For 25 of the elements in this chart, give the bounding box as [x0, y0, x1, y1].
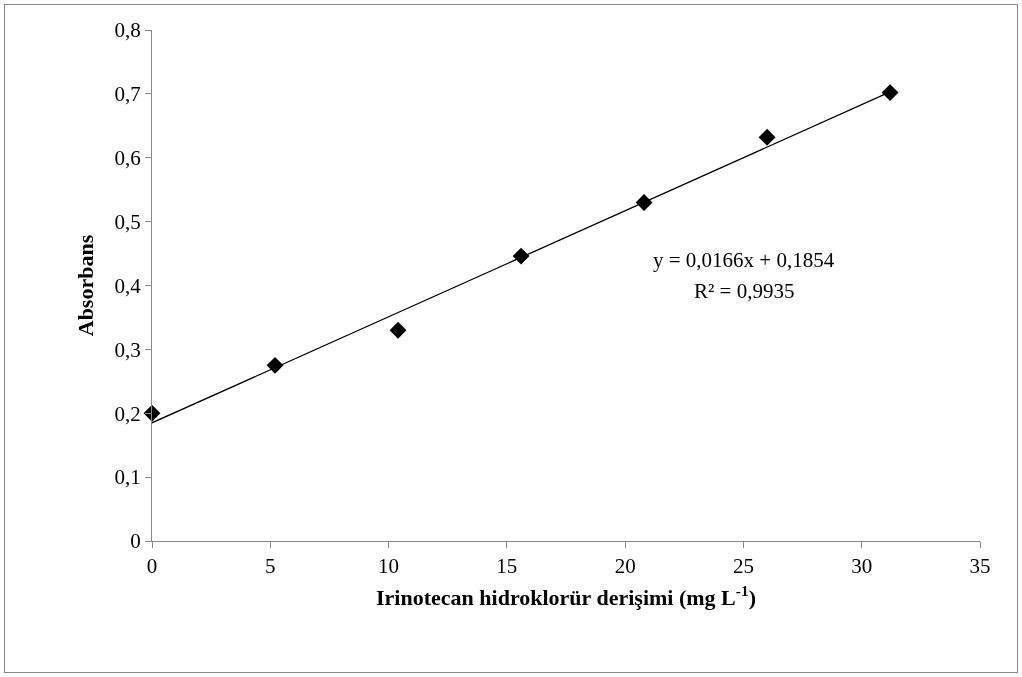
- y-tick-label: 0,8: [114, 18, 141, 43]
- annotation: y = 0,0166x + 0,1854: [653, 248, 835, 272]
- y-tick-label: 0,7: [114, 82, 141, 107]
- x-tick-label: 15: [496, 554, 518, 579]
- x-tick-label: 20: [614, 554, 636, 579]
- y-axis-title: Absorbans: [73, 234, 99, 337]
- annotation: R² = 0,9935: [694, 279, 795, 303]
- x-tick-label: 0: [146, 554, 158, 579]
- x-tick-label: 5: [265, 554, 276, 579]
- y-tick-label: 0: [130, 529, 141, 554]
- y-tick-label: 0,3: [114, 337, 141, 362]
- x-tick-label: 25: [732, 554, 754, 579]
- x-tick-label: 35: [969, 554, 991, 579]
- x-axis-title: Irinotecan hidroklorür derişimi (mg L$^{-1}$): [376, 581, 756, 611]
- x-tick-label: 30: [851, 554, 873, 579]
- y-tick-label: 0,2: [114, 401, 141, 426]
- point: [758, 128, 776, 146]
- point: [881, 84, 899, 102]
- y-tick-label: 0,5: [114, 209, 141, 234]
- x-tick-label: 10: [378, 554, 400, 579]
- y-tick-label: 0,6: [114, 146, 141, 171]
- y-tick-label: 0,4: [114, 273, 142, 298]
- point: [266, 356, 284, 374]
- y-tick-label: 0,1: [114, 465, 141, 490]
- point: [389, 321, 407, 339]
